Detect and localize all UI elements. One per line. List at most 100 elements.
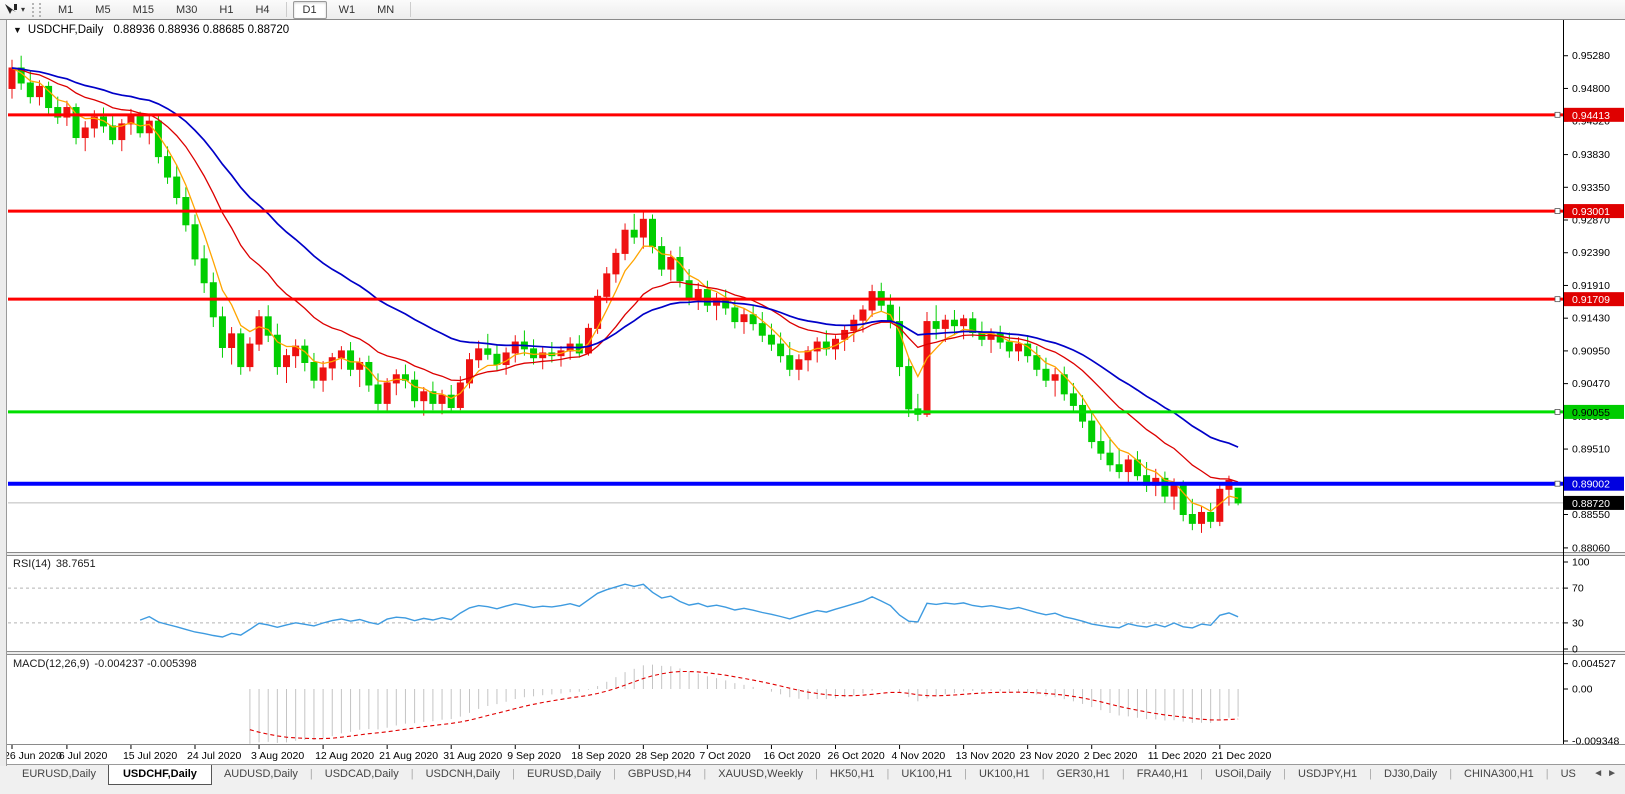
timeframe-m15-button[interactable]: M15 — [132, 3, 154, 16]
macd-pane: 0.004527 0.00 -0.009348 — [249, 658, 1619, 748]
chart-tab-xauusd-weekly[interactable]: XAUUSD,Weekly — [718, 768, 804, 780]
timeframe-m1-button[interactable]: M1 — [58, 3, 74, 16]
svg-text:0.93830: 0.93830 — [1572, 149, 1610, 161]
svg-text:4 Nov 2020: 4 Nov 2020 — [892, 750, 946, 762]
tab-scroll-arrows: ◄► — [1593, 768, 1621, 779]
svg-text:28 Sep 2020: 28 Sep 2020 — [635, 750, 695, 762]
chart-title: ▼ USDCHF,Daily 0.88936 0.88936 0.88685 0.8… — [13, 24, 289, 36]
timeframe-toolbar: ▾ M1 M5 M15 M30 H1 H4 D1 W1 MN — [0, 0, 1625, 20]
rsi-name: RSI(14) — [13, 558, 51, 570]
svg-text:0.91430: 0.91430 — [1572, 313, 1610, 325]
chart-window[interactable]: ▼ USDCHF,Daily 0.88936 0.88936 0.88685 0.8… — [0, 19, 1625, 766]
timeframe-h4-button[interactable]: H4 — [255, 3, 270, 16]
svg-text:0.004527: 0.004527 — [1572, 658, 1616, 670]
timeframe-m30-button[interactable]: M30 — [175, 3, 198, 16]
svg-text:12 Aug 2020: 12 Aug 2020 — [315, 750, 374, 762]
svg-text:0.89510: 0.89510 — [1572, 444, 1610, 456]
chart-tab-ger30-h1[interactable]: GER30,H1 — [1056, 768, 1110, 780]
price-axis: 0.952800.948000.943200.938300.933500.928… — [1563, 20, 1610, 744]
svg-text:6 Jul 2020: 6 Jul 2020 — [59, 750, 108, 762]
macd-name: MACD(12,26,9) — [13, 658, 90, 670]
svg-text:0.00: 0.00 — [1572, 684, 1593, 696]
svg-text:0.88550: 0.88550 — [1572, 509, 1610, 521]
timeframe-w1-button[interactable]: W1 — [338, 3, 356, 16]
tab-scroll-right-icon[interactable]: ► — [1607, 768, 1621, 779]
svg-text:0.88720: 0.88720 — [1572, 498, 1610, 510]
svg-text:26 Oct 2020: 26 Oct 2020 — [828, 750, 885, 762]
svg-text:0.94800: 0.94800 — [1572, 83, 1610, 95]
horizontal-levels: 0.94413 0.93001 0.91709 0.90055 0.89002 0.887… — [8, 107, 1624, 510]
candles — [8, 55, 1242, 533]
chart-canvas[interactable]: 0.952800.948000.943200.938300.933500.928… — [0, 20, 1625, 766]
svg-text:30: 30 — [1572, 617, 1584, 629]
svg-text:13 Nov 2020: 13 Nov 2020 — [956, 750, 1016, 762]
symbol-tabs: EURUSD,Daily USDCHF,Daily AUDUSD,Daily | USD… — [10, 765, 1588, 786]
svg-text:18 Sep 2020: 18 Sep 2020 — [571, 750, 631, 762]
svg-text:0.92390: 0.92390 — [1572, 247, 1610, 259]
ohlc-values: 0.88936 0.88936 0.88685 0.88720 — [113, 24, 290, 36]
svg-text:0.91910: 0.91910 — [1572, 280, 1610, 292]
timeframe-mn-button[interactable]: MN — [377, 3, 395, 16]
chart-tab-audusd-daily[interactable]: AUDUSD,Daily — [223, 768, 298, 780]
svg-text:21 Aug 2020: 21 Aug 2020 — [379, 750, 438, 762]
chart-tab-dj30-daily[interactable]: DJ30,Daily — [1384, 768, 1438, 780]
svg-text:-0.009348: -0.009348 — [1572, 736, 1619, 748]
svg-text:7 Oct 2020: 7 Oct 2020 — [699, 750, 751, 762]
svg-text:16 Oct 2020: 16 Oct 2020 — [763, 750, 820, 762]
timeframe-m5-button[interactable]: M5 — [95, 3, 111, 16]
svg-text:15 Jul 2020: 15 Jul 2020 — [123, 750, 177, 762]
svg-text:100: 100 — [1572, 557, 1590, 569]
chart-tab-china300-h1[interactable]: CHINA300,H1 — [1464, 768, 1534, 780]
chart-tab-eurusd-daily[interactable]: EURUSD,Daily — [22, 768, 96, 780]
rsi-label: RSI(14) 38.7651 — [13, 558, 96, 570]
svg-text:24 Jul 2020: 24 Jul 2020 — [187, 750, 241, 762]
rsi-pane: 100 70 30 0 — [8, 557, 1590, 656]
timeframe-d1-button[interactable]: D1 — [292, 0, 327, 19]
moving-averages — [11, 67, 1239, 512]
toolbar-grip-handle[interactable] — [32, 2, 42, 17]
timeframe-h1-button[interactable]: H1 — [219, 3, 234, 16]
chart-tab-usoil-daily[interactable]: USOil,Daily — [1214, 768, 1272, 780]
window-left-edge — [0, 20, 7, 766]
chart-tab-eurusd-daily[interactable]: EURUSD,Daily — [527, 768, 601, 780]
chart-tab-usdcnh-daily[interactable]: USDCNH,Daily — [425, 768, 501, 780]
svg-text:23 Nov 2020: 23 Nov 2020 — [1020, 750, 1080, 762]
svg-text:0.90470: 0.90470 — [1572, 378, 1610, 390]
svg-text:0.88060: 0.88060 — [1572, 542, 1610, 554]
symbol-period-label: USDCHF,Daily — [27, 24, 104, 36]
chart-tab-uk100-h1[interactable]: UK100,H1 — [901, 768, 953, 780]
pane-separators — [0, 552, 1625, 745]
svg-text:2 Dec 2020: 2 Dec 2020 — [1084, 750, 1138, 762]
svg-text:26 Jun 2020: 26 Jun 2020 — [4, 750, 62, 762]
svg-text:0.93350: 0.93350 — [1572, 182, 1610, 194]
chart-tab-gbpusd-h4[interactable]: GBPUSD,H4 — [627, 768, 692, 780]
chart-tab-usdjpy-h1[interactable]: USDJPY,H1 — [1298, 768, 1358, 780]
rsi-value: 38.7651 — [55, 558, 96, 570]
svg-text:70: 70 — [1572, 583, 1584, 595]
chart-tab-us[interactable]: US — [1560, 768, 1576, 780]
svg-text:11 Dec 2020: 11 Dec 2020 — [1148, 750, 1207, 762]
svg-text:21 Dec 2020: 21 Dec 2020 — [1212, 750, 1272, 762]
collapse-triangle-icon[interactable]: ▼ — [13, 25, 22, 35]
svg-text:9 Sep 2020: 9 Sep 2020 — [507, 750, 561, 762]
svg-text:0.89002: 0.89002 — [1572, 479, 1610, 491]
svg-text:0.93001: 0.93001 — [1572, 206, 1610, 218]
chart-tool-icon[interactable] — [4, 3, 19, 16]
chevron-down-icon[interactable]: ▾ — [21, 5, 26, 14]
chart-tab-hk50-h1[interactable]: HK50,H1 — [829, 768, 875, 780]
macd-values: -0.004237 -0.005398 — [94, 658, 197, 670]
chart-tab-usdcad-daily[interactable]: USDCAD,Daily — [324, 768, 399, 780]
chart-tab-uk100-h1[interactable]: UK100,H1 — [979, 768, 1030, 780]
chart-tab-fra40-h1[interactable]: FRA40,H1 — [1136, 768, 1189, 780]
svg-text:3 Aug 2020: 3 Aug 2020 — [251, 750, 304, 762]
svg-text:0: 0 — [1572, 644, 1578, 656]
chart-tab-usdchf-daily[interactable]: USDCHF,Daily — [107, 765, 212, 785]
svg-text:0.90055: 0.90055 — [1572, 407, 1610, 419]
svg-text:31 Aug 2020: 31 Aug 2020 — [443, 750, 502, 762]
symbol-tabbar: EURUSD,Daily USDCHF,Daily AUDUSD,Daily | USD… — [0, 764, 1625, 794]
tab-scroll-left-icon[interactable]: ◄ — [1593, 768, 1608, 779]
macd-label: MACD(12,26,9) -0.004237 -0.005398 — [13, 658, 197, 670]
timeframe-buttons: M1 M5 M15 M30 H1 H4 D1 W1 MN — [47, 0, 416, 19]
